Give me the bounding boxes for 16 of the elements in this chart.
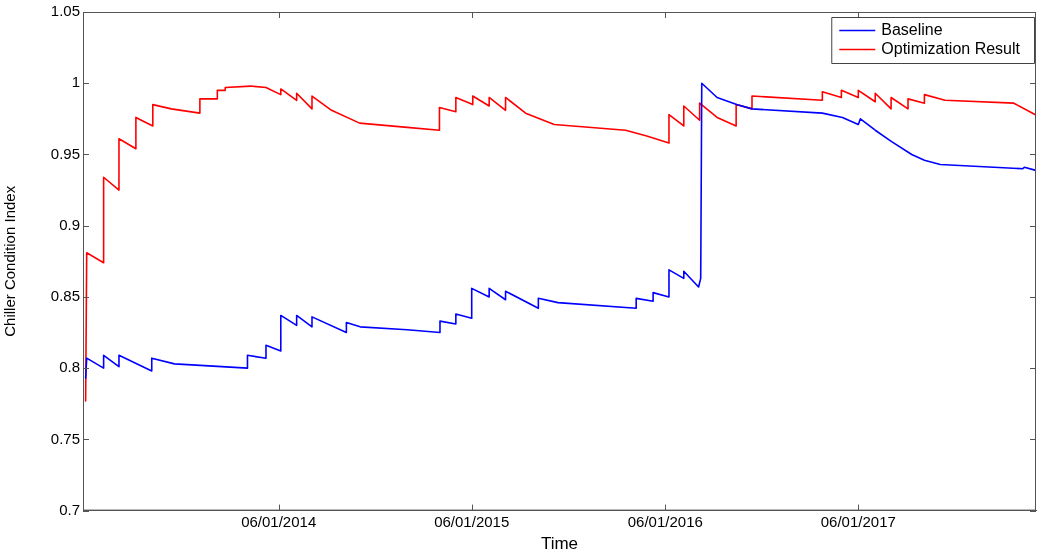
y-tick-label: 0.85 <box>50 287 80 305</box>
x-tick-label: 06/01/2014 <box>241 512 317 530</box>
x-tick-label: 06/01/2016 <box>627 512 703 530</box>
legend-label: Optimization Result <box>881 39 1021 57</box>
y-tick-label: 0.8 <box>59 358 80 376</box>
y-tick-label: 0.95 <box>50 144 80 162</box>
x-tick-label: 06/01/2017 <box>820 512 896 530</box>
y-tick-label: 0.7 <box>59 500 80 518</box>
y-tick-label: 1 <box>71 73 80 91</box>
y-axis-title: Chiller Condition Index <box>1 185 19 337</box>
y-tick-label: 0.75 <box>50 429 80 447</box>
y-tick-label: 0.9 <box>59 215 80 233</box>
x-tick-label: 06/01/2015 <box>434 512 510 530</box>
y-tick-label: 1.05 <box>50 2 80 20</box>
legend-label: Baseline <box>881 20 943 38</box>
x-axis-title: Time <box>540 534 579 554</box>
